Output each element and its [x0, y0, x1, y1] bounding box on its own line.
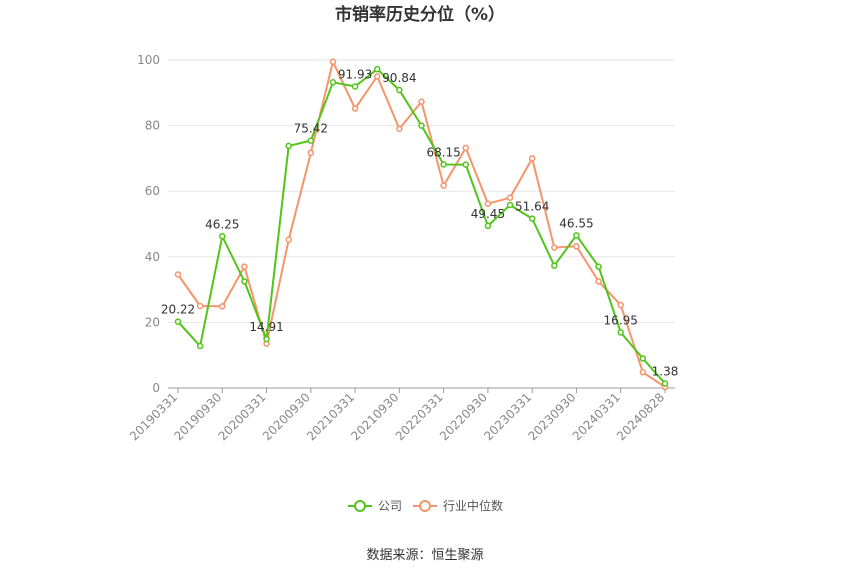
series-1-point	[373, 73, 381, 80]
y-tick-label: 0	[152, 381, 160, 395]
series-0-point	[661, 380, 669, 387]
series-0-point	[329, 79, 337, 86]
series-0-point	[196, 342, 204, 350]
legend-label-company: 公司	[378, 499, 402, 513]
legend-marker-company	[354, 500, 366, 512]
series-0-point	[174, 318, 182, 325]
y-axis: 0 20 40 60 80 100	[137, 53, 160, 395]
series-1-point	[196, 302, 204, 310]
series-1-point	[462, 144, 470, 152]
series-1-point	[484, 200, 492, 207]
series-0-point	[241, 278, 248, 285]
series-1-point	[285, 236, 292, 243]
data-label: 46.25	[205, 217, 239, 231]
legend-marker-industry-median	[419, 500, 431, 512]
series-1-point	[573, 243, 580, 250]
series-1-point	[617, 301, 624, 309]
data-labels: 20.22 46.25 14.91 75.42 91.93 90.84 68.15 49.45…	[161, 67, 679, 378]
y-tick-label: 60	[145, 184, 160, 198]
data-label: 1.38	[652, 364, 679, 378]
legend[interactable]: 公司 行业中位数	[348, 498, 503, 513]
series-1-point	[329, 58, 337, 65]
series-1-point	[595, 278, 602, 285]
series-0-point	[373, 65, 381, 73]
series-0-point	[506, 201, 514, 209]
data-label: 20.22	[161, 303, 195, 317]
data-label: 49.45	[471, 207, 505, 221]
y-tick-label: 20	[145, 315, 160, 329]
series-group	[174, 58, 669, 391]
data-label: 90.84	[382, 71, 416, 85]
series-0-point	[639, 355, 647, 362]
series-1-point	[241, 263, 248, 270]
series-1-point	[506, 194, 514, 202]
series-1-point	[307, 149, 315, 157]
series-0-point	[528, 215, 536, 222]
series-0-point	[418, 122, 425, 129]
series-1-point	[396, 125, 403, 133]
chart-title: 市销率历史分位（%）	[335, 4, 505, 25]
legend-item-company[interactable]: 公司	[348, 499, 402, 513]
series-0-point	[462, 161, 470, 168]
legend-item-industry-median[interactable]: 行业中位数	[413, 498, 503, 513]
legend-label-industry-median: 行业中位数	[443, 498, 503, 513]
y-tick-label: 100	[137, 53, 160, 67]
data-label: 91.93	[338, 67, 372, 81]
series-0-point	[484, 222, 492, 230]
series-0-point	[573, 232, 580, 239]
series-0-point	[551, 262, 558, 269]
series-0-point	[396, 86, 403, 94]
series-1-point	[528, 155, 536, 162]
series-1-point	[351, 105, 359, 112]
data-label: 68.15	[426, 145, 460, 159]
x-tick-label: 20240828	[614, 390, 667, 443]
grid	[168, 59, 675, 389]
series-0-point	[307, 137, 315, 144]
data-label: 46.55	[559, 216, 593, 230]
series-0-point	[351, 83, 359, 90]
data-label: 16.95	[604, 313, 638, 327]
series-0-point	[263, 335, 270, 343]
series-1-point	[219, 303, 226, 310]
data-source: 数据来源：恒生聚源	[366, 548, 483, 563]
series-0-point	[595, 263, 602, 270]
series-1-point	[639, 369, 647, 376]
data-label: 14.91	[249, 320, 283, 334]
series-1-point	[440, 182, 447, 189]
series-0-point	[219, 233, 226, 240]
series-0-point	[440, 161, 447, 168]
series-1-point	[174, 271, 182, 278]
x-axis: 2019033120190930202003312020093020210331…	[127, 387, 675, 443]
series-0-point	[285, 142, 292, 150]
y-tick-label: 80	[145, 119, 160, 133]
data-label: 75.42	[294, 122, 328, 136]
data-label: 51.64	[515, 200, 549, 214]
series-1-point	[551, 244, 558, 251]
series-0-point	[617, 329, 624, 336]
y-tick-label: 40	[145, 250, 160, 264]
series-1-point	[418, 98, 425, 105]
